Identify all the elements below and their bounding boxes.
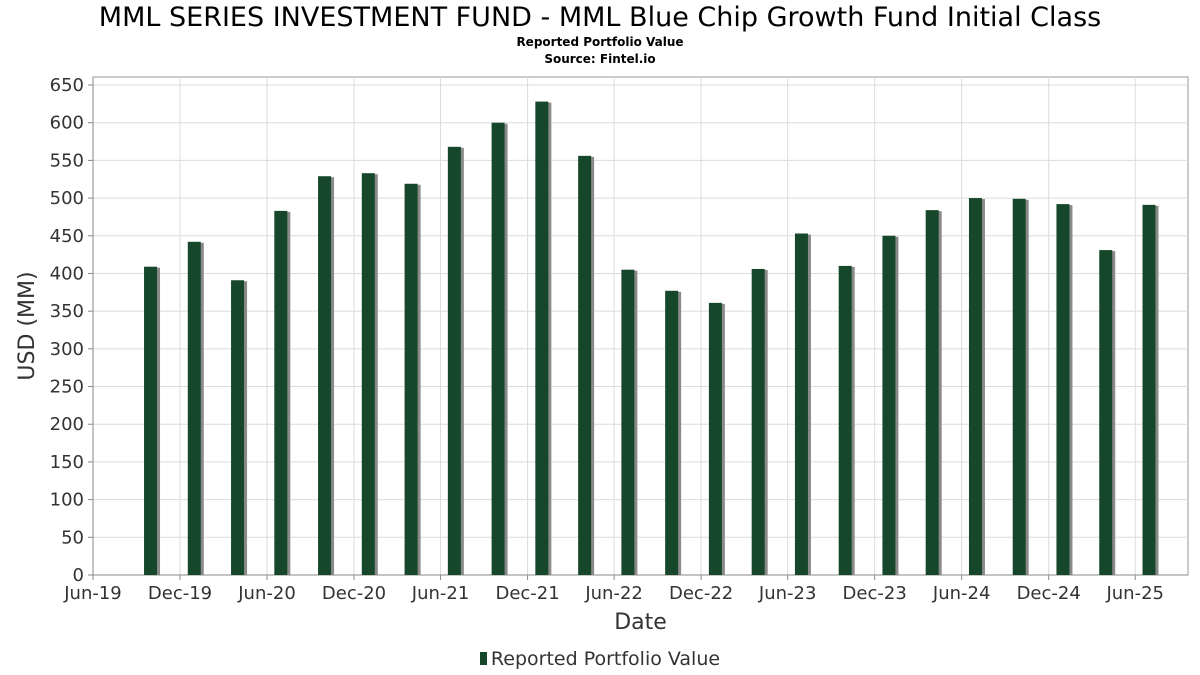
x-tick-label: Dec-20	[322, 583, 386, 604]
legend-label: Reported Portfolio Value	[490, 648, 721, 670]
y-tick-label: 400	[50, 263, 84, 284]
x-tick-label: Dec-19	[148, 583, 212, 604]
x-axis-title: Date	[614, 610, 667, 635]
y-tick-label: 0	[73, 565, 84, 586]
bar	[144, 266, 158, 575]
bar	[491, 122, 505, 575]
x-tick-label: Jun-19	[63, 583, 122, 604]
y-tick-label: 450	[50, 226, 84, 247]
bar	[882, 235, 896, 575]
bar	[1056, 204, 1070, 575]
bar	[1012, 198, 1026, 576]
bar	[578, 155, 592, 575]
y-tick-label: 650	[50, 75, 84, 96]
x-tick-label: Jun-23	[758, 583, 817, 604]
x-tick-label: Dec-21	[495, 583, 559, 604]
x-tick-label: Jun-22	[584, 583, 643, 604]
x-tick-label: Dec-24	[1017, 583, 1081, 604]
y-tick-label: 150	[50, 452, 84, 473]
bar	[404, 183, 418, 575]
y-tick-label: 200	[50, 414, 84, 435]
chart-subtitle: Reported Portfolio Value	[516, 35, 684, 49]
y-axis-title: USD (MM)	[15, 271, 40, 380]
chart-title: MML SERIES INVESTMENT FUND - MML Blue Ch…	[98, 2, 1102, 33]
y-tick-label: 500	[50, 188, 84, 209]
y-tick-label: 550	[50, 150, 84, 171]
bar	[621, 269, 635, 575]
y-tick-label: 50	[61, 527, 84, 548]
x-tick-label: Jun-24	[932, 583, 991, 604]
bar	[231, 280, 245, 575]
y-tick-label: 350	[50, 301, 84, 322]
y-tick-label: 300	[50, 339, 84, 360]
bar	[751, 268, 765, 575]
bar	[794, 233, 808, 575]
x-tick-label: Jun-20	[237, 583, 296, 604]
bar	[838, 265, 852, 575]
bar	[925, 210, 939, 575]
y-tick-label: 600	[50, 113, 84, 134]
bar	[1099, 250, 1113, 576]
legend: Reported Portfolio Value	[0, 648, 1200, 670]
legend-swatch	[479, 652, 487, 665]
x-tick-label: Jun-21	[411, 583, 470, 604]
bar	[535, 101, 549, 575]
bar	[1142, 204, 1156, 575]
bar	[187, 241, 201, 576]
chart-source: Source: Fintel.io	[544, 52, 656, 66]
bar	[447, 146, 461, 576]
bar	[708, 302, 722, 575]
x-tick-label: Dec-22	[669, 583, 733, 604]
y-tick-label: 100	[50, 490, 84, 511]
bar	[665, 290, 679, 575]
y-tick-label: 250	[50, 377, 84, 398]
x-tick-label: Dec-23	[843, 583, 907, 604]
bar	[361, 173, 375, 575]
bar	[968, 198, 982, 576]
bar	[318, 176, 332, 575]
x-tick-label: Jun-25	[1105, 583, 1164, 604]
bar	[274, 210, 288, 575]
